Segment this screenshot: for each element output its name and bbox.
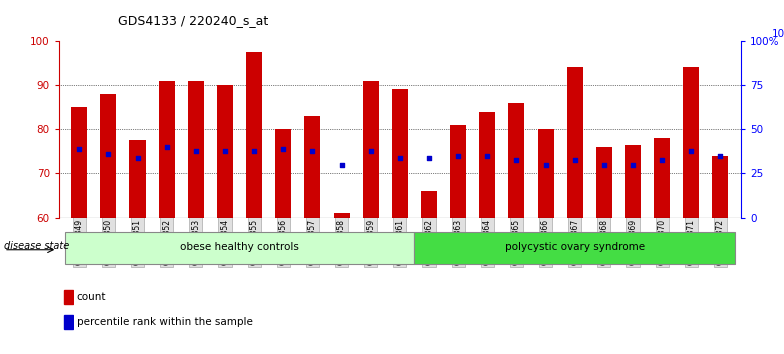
Point (714, 153, 727, 159)
Text: count: count (77, 292, 107, 302)
Bar (508, 103, 524, 218)
Text: polycystic ovary syndrome: polycystic ovary syndrome (505, 242, 644, 252)
Text: obese healthy controls: obese healthy controls (180, 242, 299, 252)
Bar (421, 191, 437, 218)
Bar (392, 89, 408, 218)
Point (481, 153, 494, 159)
Point (277, 146, 289, 152)
Point (423, 155, 435, 161)
Text: 100%: 100% (771, 29, 784, 39)
Point (102, 151, 114, 156)
Bar (217, 85, 233, 218)
Bar (363, 80, 379, 218)
Bar (64, 290, 74, 304)
Bar (275, 129, 292, 218)
Bar (415, 232, 735, 264)
Point (161, 144, 173, 150)
Point (510, 158, 523, 163)
Bar (684, 67, 699, 218)
Bar (71, 107, 87, 218)
Bar (567, 67, 583, 218)
Bar (158, 80, 175, 218)
Bar (479, 112, 495, 218)
Point (365, 149, 377, 154)
Point (452, 153, 464, 159)
Point (306, 149, 318, 154)
Bar (304, 116, 321, 218)
Bar (654, 138, 670, 218)
Point (336, 162, 348, 167)
Bar (596, 147, 612, 218)
Point (656, 158, 669, 163)
Point (568, 158, 581, 163)
Point (190, 149, 202, 154)
Bar (450, 125, 466, 218)
Point (626, 162, 639, 167)
Bar (538, 129, 554, 218)
Point (597, 162, 610, 167)
Bar (129, 140, 146, 218)
Bar (333, 213, 350, 218)
Point (394, 155, 406, 161)
Text: GDS4133 / 220240_s_at: GDS4133 / 220240_s_at (118, 14, 268, 27)
Text: percentile rank within the sample: percentile rank within the sample (77, 317, 252, 327)
Point (248, 149, 260, 154)
Bar (188, 80, 204, 218)
Bar (64, 315, 74, 329)
Bar (246, 52, 262, 218)
Point (131, 155, 143, 161)
Bar (625, 145, 641, 218)
Bar (64, 232, 415, 264)
Point (219, 149, 231, 154)
Bar (100, 94, 116, 218)
Bar (713, 156, 728, 218)
Text: disease state: disease state (4, 241, 69, 251)
Point (685, 149, 698, 154)
Point (73, 146, 85, 152)
Point (539, 162, 552, 167)
